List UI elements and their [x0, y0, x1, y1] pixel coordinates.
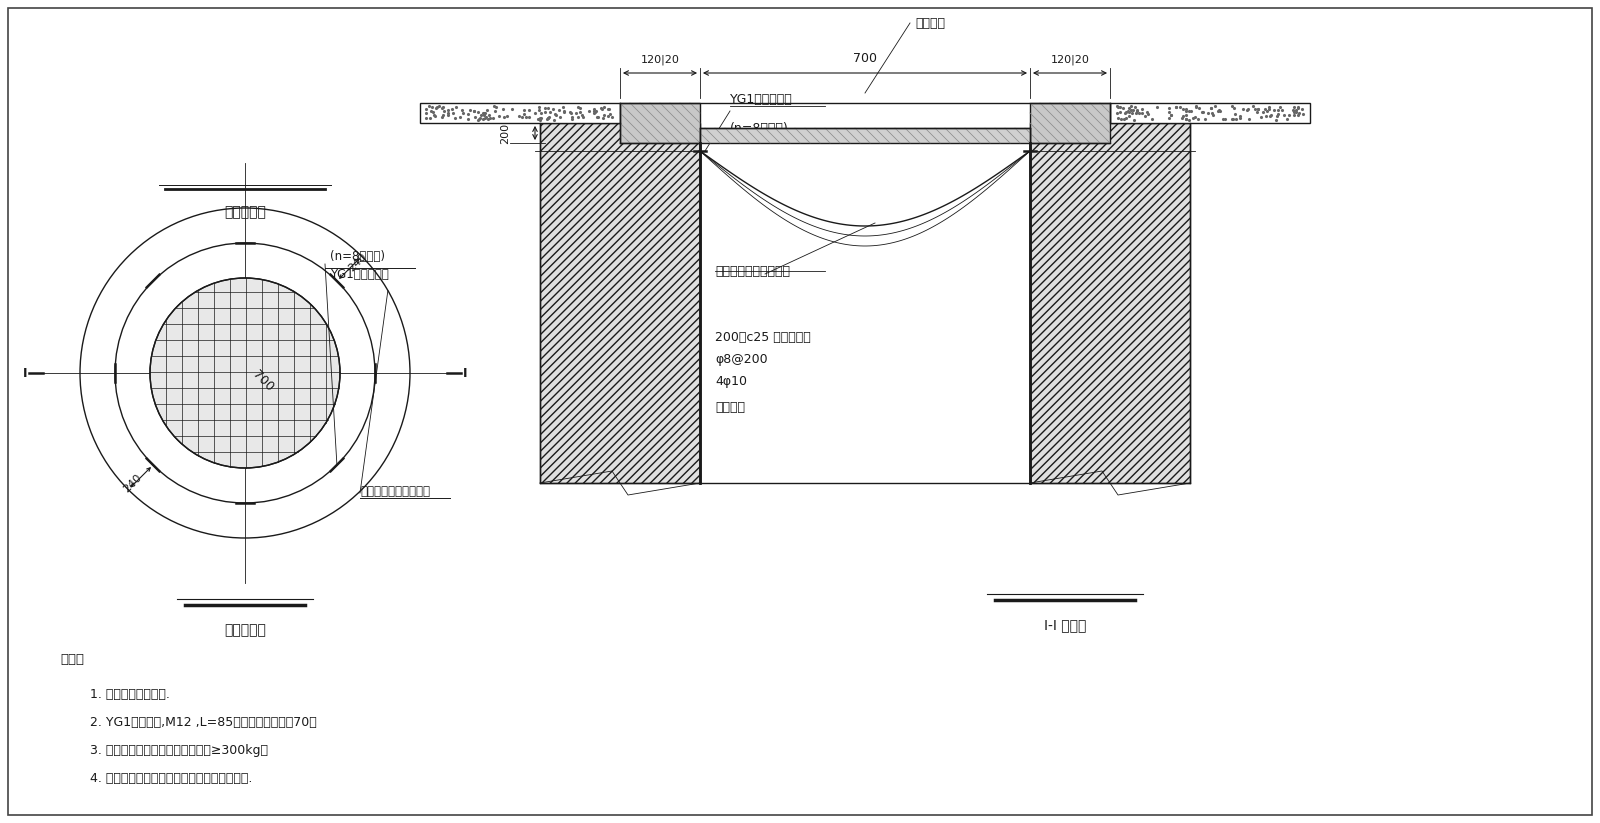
- Text: φ8@200: φ8@200: [715, 353, 768, 366]
- Text: (n=8，均分): (n=8，均分): [730, 122, 789, 135]
- Text: YG1型膨胀螺栓: YG1型膨胀螺栓: [730, 93, 792, 106]
- Text: 120|20: 120|20: [640, 54, 680, 65]
- Text: 120|20: 120|20: [1051, 54, 1090, 65]
- Text: 200: 200: [499, 123, 510, 143]
- Text: 原有井盖: 原有井盖: [915, 16, 946, 30]
- Bar: [1030, 123, 1190, 483]
- Bar: [541, 123, 701, 483]
- Text: I: I: [462, 366, 467, 379]
- Text: I-I 剖面图: I-I 剖面图: [1043, 618, 1086, 632]
- Bar: [419, 103, 621, 123]
- Text: (n=8，均分): (n=8，均分): [330, 250, 386, 263]
- Circle shape: [150, 278, 339, 468]
- Text: 4φ10: 4φ10: [715, 375, 747, 388]
- Text: 井座平面图: 井座平面图: [224, 205, 266, 219]
- Bar: [1030, 103, 1110, 143]
- Text: 井座平面图: 井座平面图: [224, 623, 266, 637]
- Text: 240: 240: [122, 472, 144, 495]
- Text: 说明：: 说明：: [61, 653, 83, 666]
- Bar: [621, 103, 701, 143]
- Text: 2. YG1膨胀螺栓,M12 ,L=85，打入钢筋砼井座70。: 2. YG1膨胀螺栓,M12 ,L=85，打入钢筋砼井座70。: [90, 716, 317, 729]
- Text: 聚乙烯防护网（成品）: 聚乙烯防护网（成品）: [715, 264, 790, 277]
- Text: 1. 防护网为成品购买.: 1. 防护网为成品购买.: [90, 688, 170, 701]
- Text: 240: 240: [346, 252, 368, 274]
- Text: 200厚c25 钢筋混凝土: 200厚c25 钢筋混凝土: [715, 331, 811, 344]
- Text: I: I: [22, 366, 27, 379]
- Text: 700: 700: [250, 368, 277, 394]
- Text: 聚乙烯防护网（成品）: 聚乙烯防护网（成品）: [360, 485, 430, 498]
- Text: YG1型膨胀螺栓: YG1型膨胀螺栓: [330, 268, 389, 281]
- Text: 原有基础: 原有基础: [715, 401, 746, 414]
- Bar: [1110, 103, 1310, 123]
- Text: 3. 聚乙烯防护网需满足容许承载力≥300kg。: 3. 聚乙烯防护网需满足容许承载力≥300kg。: [90, 744, 269, 757]
- Bar: [701, 128, 1030, 143]
- Text: 700: 700: [853, 52, 877, 65]
- Text: 4. 聚乙烯防护网耐久性需满足检查井使用要求.: 4. 聚乙烯防护网耐久性需满足检查井使用要求.: [90, 772, 253, 785]
